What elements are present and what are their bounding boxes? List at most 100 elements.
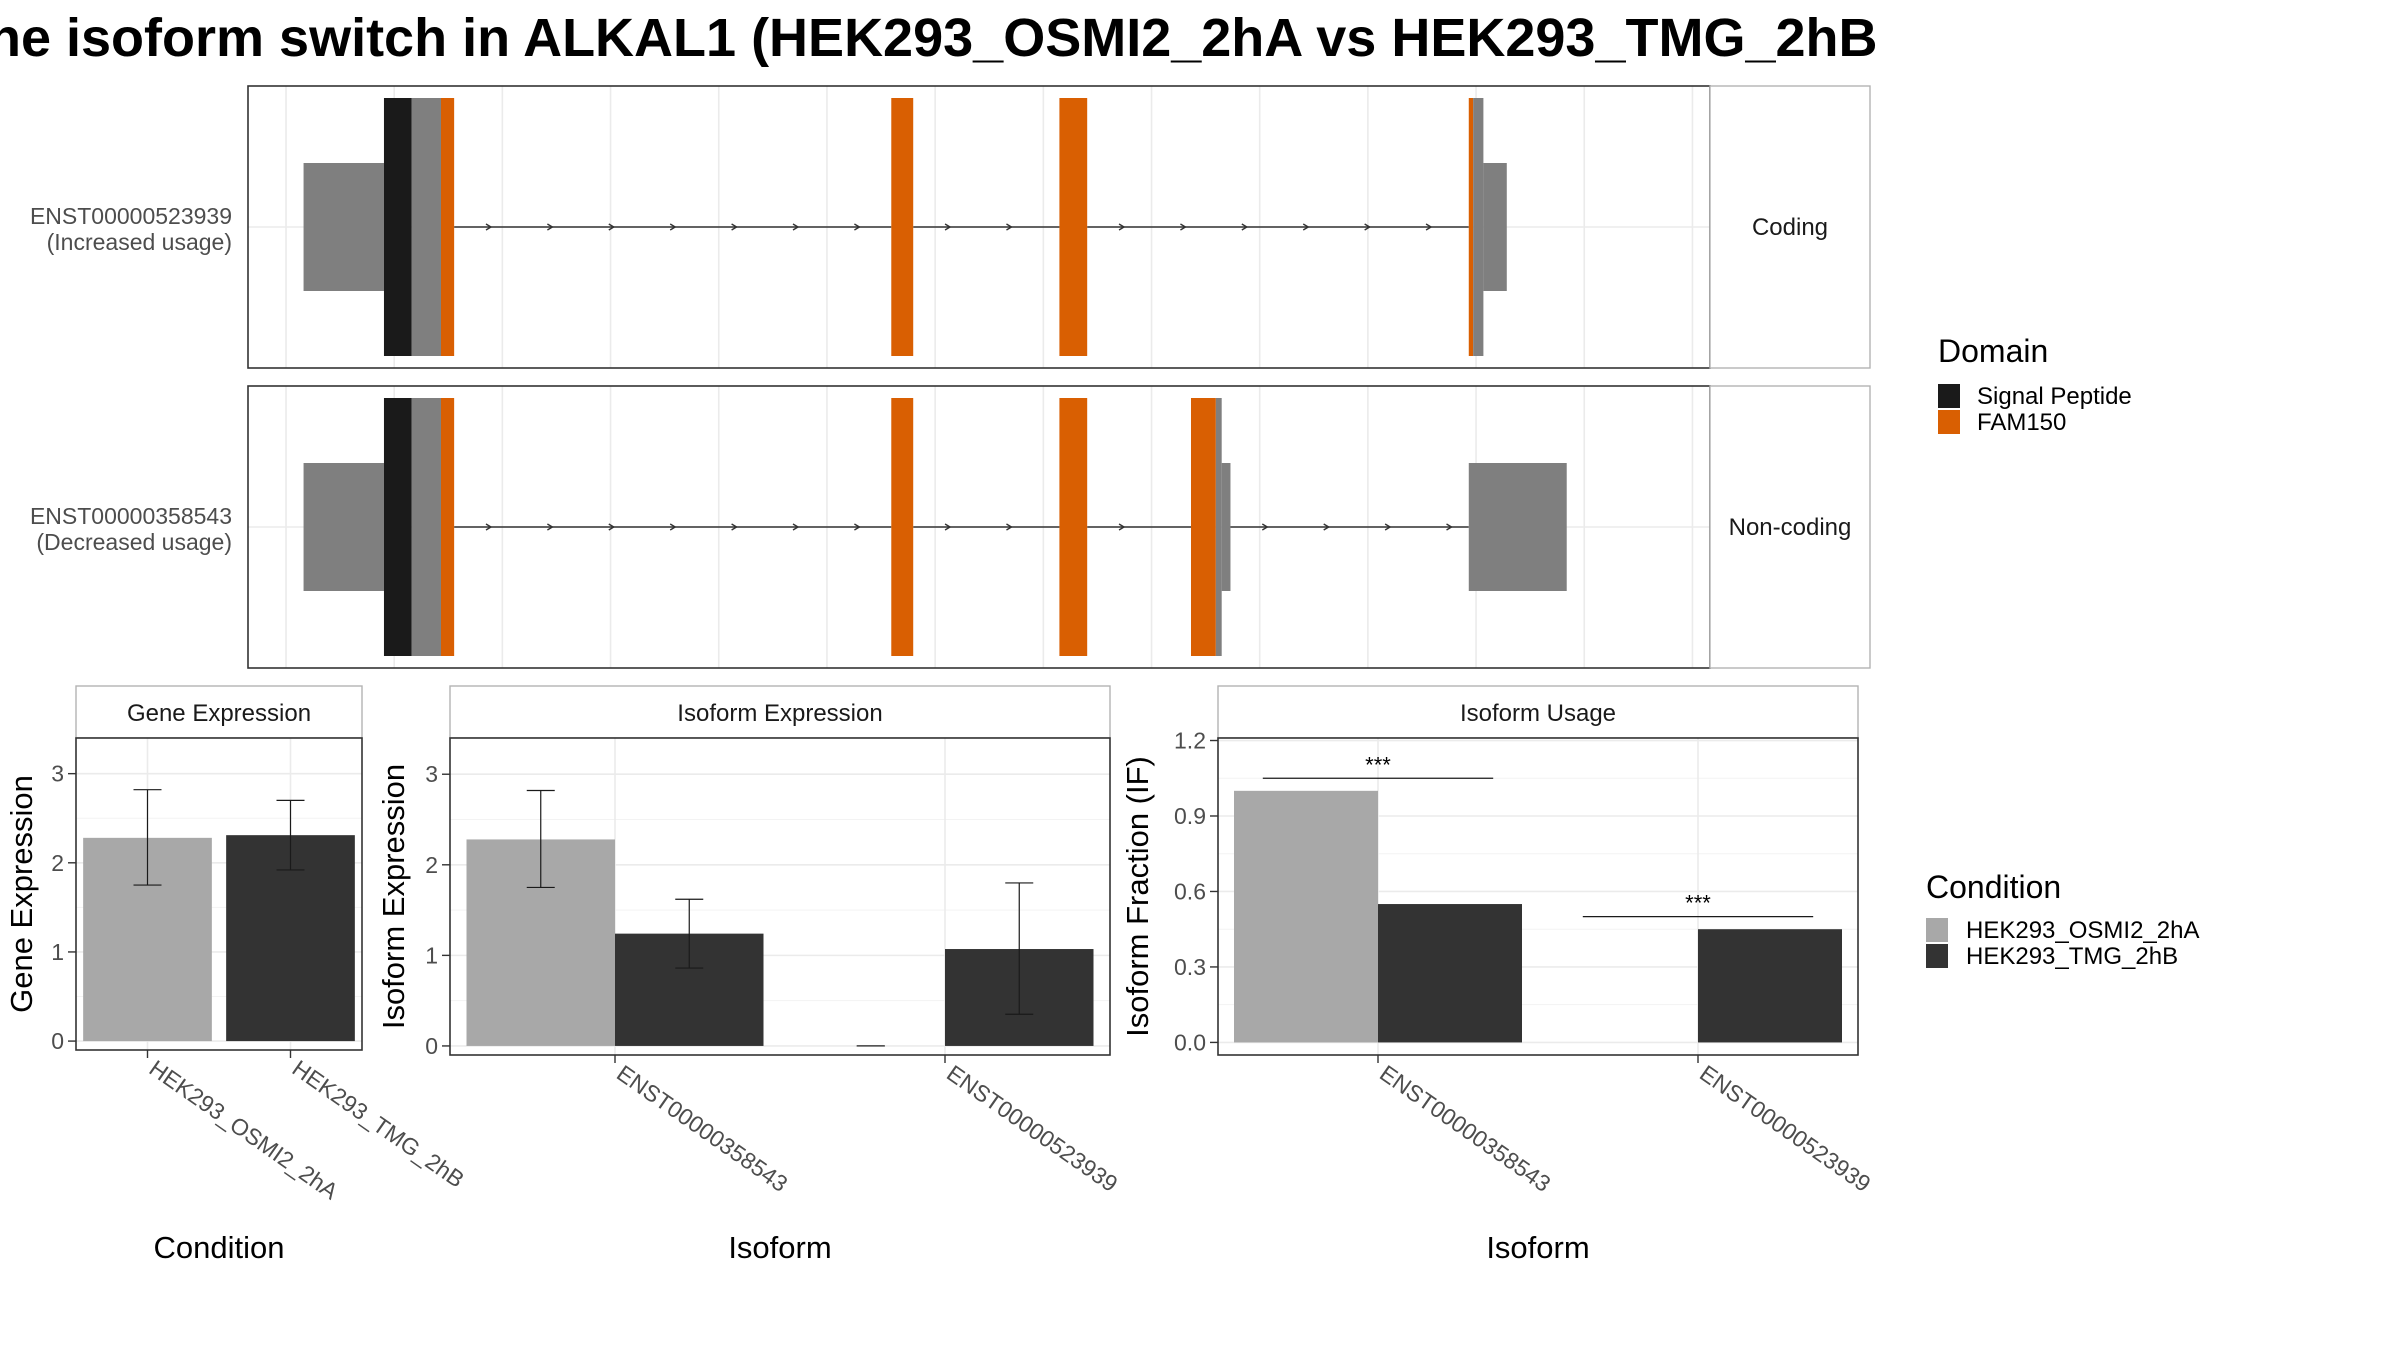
x-tick-label: ENST00000523939 — [942, 1060, 1122, 1197]
exon-fam150 — [1190, 398, 1216, 656]
track-strip — [1709, 85, 1871, 369]
condition-legend-title: Condition — [1926, 869, 2061, 905]
y-tick-label: 1 — [51, 939, 64, 965]
exon-utr — [303, 463, 384, 591]
exon-fam150 — [1059, 98, 1088, 356]
intron-arrow — [1384, 523, 1392, 531]
exon-fam150 — [440, 98, 455, 356]
figure-title: ne isoform switch in ALKAL1 (HEK293_OSMI… — [0, 8, 1878, 68]
intron-arrow — [731, 523, 738, 531]
transcript-id-label: ENST00000523939 — [30, 203, 232, 229]
intron-arrow — [854, 223, 861, 231]
condition-legend-swatch — [1926, 944, 1948, 968]
track-strip — [1709, 385, 1871, 669]
intron-arrow — [1364, 223, 1372, 231]
panel-strip — [449, 685, 1111, 739]
transcript-usage-label: (Decreased usage) — [36, 529, 232, 555]
x-tick-label: ENST00000358543 — [612, 1060, 792, 1197]
y-tick-label: 2 — [51, 850, 64, 876]
isoform-expression-panel: Isoform Expression 0 1 2 3 ENST00000358543 ENS… — [376, 685, 1123, 1265]
transcript-usage-label: (Increased usage) — [47, 229, 232, 255]
intron-arrow — [1425, 223, 1433, 231]
exon-fam150 — [891, 398, 914, 656]
intron-arrow — [1118, 223, 1126, 231]
intron-arrow — [792, 523, 800, 531]
panel-border — [449, 737, 1111, 1056]
exon-utr — [1483, 163, 1507, 291]
intron-arrow — [669, 223, 677, 231]
y-tick-label: 0.9 — [1174, 803, 1206, 829]
bar — [1234, 790, 1378, 1043]
exon-utr — [1221, 463, 1231, 591]
exon-cds — [411, 98, 441, 356]
intron-arrow — [669, 523, 677, 531]
intron-arrow — [485, 523, 493, 531]
track-strip-label: Non-coding — [1729, 514, 1852, 541]
panel-strip-label: Gene Expression — [127, 700, 311, 727]
domain-legend-title: Domain — [1938, 333, 2048, 369]
y-axis-title: Isoform Fraction (IF) — [1120, 756, 1155, 1037]
intron-arrow — [1180, 223, 1187, 231]
condition-legend-label: HEK293_OSMI2_2hA — [1966, 917, 2199, 944]
intron-arrow — [1118, 523, 1126, 531]
panel-border — [75, 737, 363, 1051]
y-tick-label: 0.3 — [1174, 954, 1206, 980]
intron-arrow — [1261, 523, 1269, 531]
track-strip-label: Coding — [1752, 214, 1828, 241]
significance-label: *** — [1365, 752, 1391, 777]
intron-arrow — [944, 523, 952, 531]
exon-fam150 — [440, 398, 455, 656]
intron-arrow — [792, 223, 800, 231]
bar — [1698, 929, 1842, 1043]
intron-arrow — [547, 523, 554, 531]
y-tick-label: 3 — [51, 761, 64, 787]
exon-fam150 — [891, 98, 914, 356]
x-axis-title: Condition — [154, 1230, 285, 1265]
y-tick-label: 0 — [51, 1028, 64, 1054]
y-axis-title: Gene Expression — [4, 775, 39, 1013]
y-tick-label: 1.2 — [1174, 728, 1206, 754]
condition-legend-swatch — [1926, 918, 1948, 942]
intron-arrow — [1006, 523, 1013, 531]
y-tick-label: 0.6 — [1174, 878, 1206, 904]
intron-arrow — [608, 523, 616, 531]
intron-arrow — [547, 223, 554, 231]
y-tick-label: 3 — [425, 761, 438, 787]
x-axis-title: Isoform — [728, 1230, 831, 1265]
intron-arrow — [1302, 223, 1310, 231]
intron-arrow — [485, 223, 493, 231]
transcript-id-label: ENST00000358543 — [30, 503, 232, 529]
domain-legend-swatch — [1938, 410, 1960, 434]
intron-arrow — [1323, 523, 1331, 531]
intron-arrow — [1006, 223, 1013, 231]
domain-legend-label: Signal Peptide — [1977, 383, 2132, 410]
domain-legend-label: FAM150 — [1977, 409, 2066, 436]
panel-strip-label: Isoform Expression — [677, 700, 882, 727]
x-tick-label: ENST00000523939 — [1695, 1060, 1875, 1197]
y-axis-title: Isoform Expression — [376, 764, 411, 1029]
bar — [1378, 904, 1522, 1043]
y-tick-label: 0.0 — [1174, 1029, 1206, 1055]
y-tick-label: 1 — [425, 942, 438, 968]
panel-strip — [1217, 685, 1859, 739]
exon-signal_peptide — [383, 398, 412, 656]
exon-cds — [1215, 398, 1222, 656]
x-tick-label: ENST00000358543 — [1375, 1060, 1555, 1197]
exon-utr — [303, 163, 384, 291]
exon-cds — [1473, 98, 1484, 356]
intron-arrow — [1446, 523, 1453, 531]
intron-arrow — [608, 223, 616, 231]
exon-cds — [411, 398, 441, 656]
exon-signal_peptide — [383, 98, 412, 356]
intron-arrow — [944, 223, 952, 231]
y-tick-label: 2 — [425, 852, 438, 878]
significance-label: *** — [1685, 891, 1711, 916]
exon-utr — [1468, 463, 1567, 591]
intron-arrow — [854, 523, 861, 531]
intron-arrow — [1241, 223, 1249, 231]
condition-legend-label: HEK293_TMG_2hB — [1966, 943, 2178, 970]
panel-border — [1217, 737, 1859, 1056]
